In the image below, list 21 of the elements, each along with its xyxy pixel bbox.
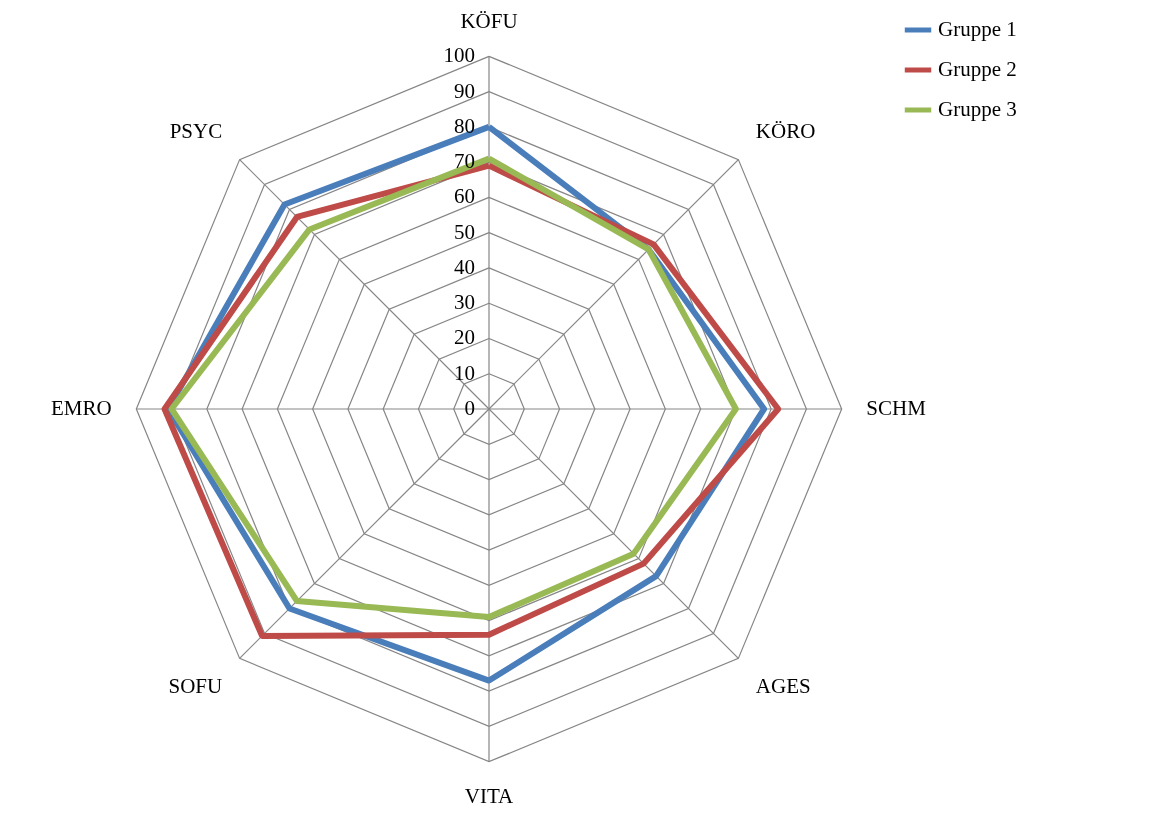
spoke-label: SOFU	[168, 673, 223, 698]
spoke-label: PSYC	[169, 119, 223, 144]
spoke-label: KÖRO	[755, 119, 816, 144]
spoke-label: AGES	[755, 673, 811, 698]
y-tick-label: 30	[454, 290, 475, 315]
legend-label: Gruppe 2	[938, 57, 1017, 81]
spoke-label: VITA	[464, 784, 515, 809]
y-tick-label: 90	[454, 78, 475, 103]
spoke-label: EMRO	[50, 396, 112, 420]
y-tick-label: 60	[454, 184, 475, 209]
y-tick-label: 80	[454, 113, 475, 138]
spoke-label: KÖFU	[460, 8, 518, 33]
y-tick-label: 50	[454, 219, 475, 244]
spoke-label: SCHM	[866, 396, 927, 420]
y-tick-label: 100	[443, 43, 475, 68]
y-tick-label: 10	[454, 360, 475, 385]
legend-label: Gruppe 3	[938, 97, 1017, 121]
y-tick-label: 0	[464, 396, 475, 420]
legend-label: Gruppe 1	[938, 17, 1017, 41]
y-tick-label: 20	[454, 325, 475, 350]
y-tick-label: 40	[454, 254, 475, 279]
